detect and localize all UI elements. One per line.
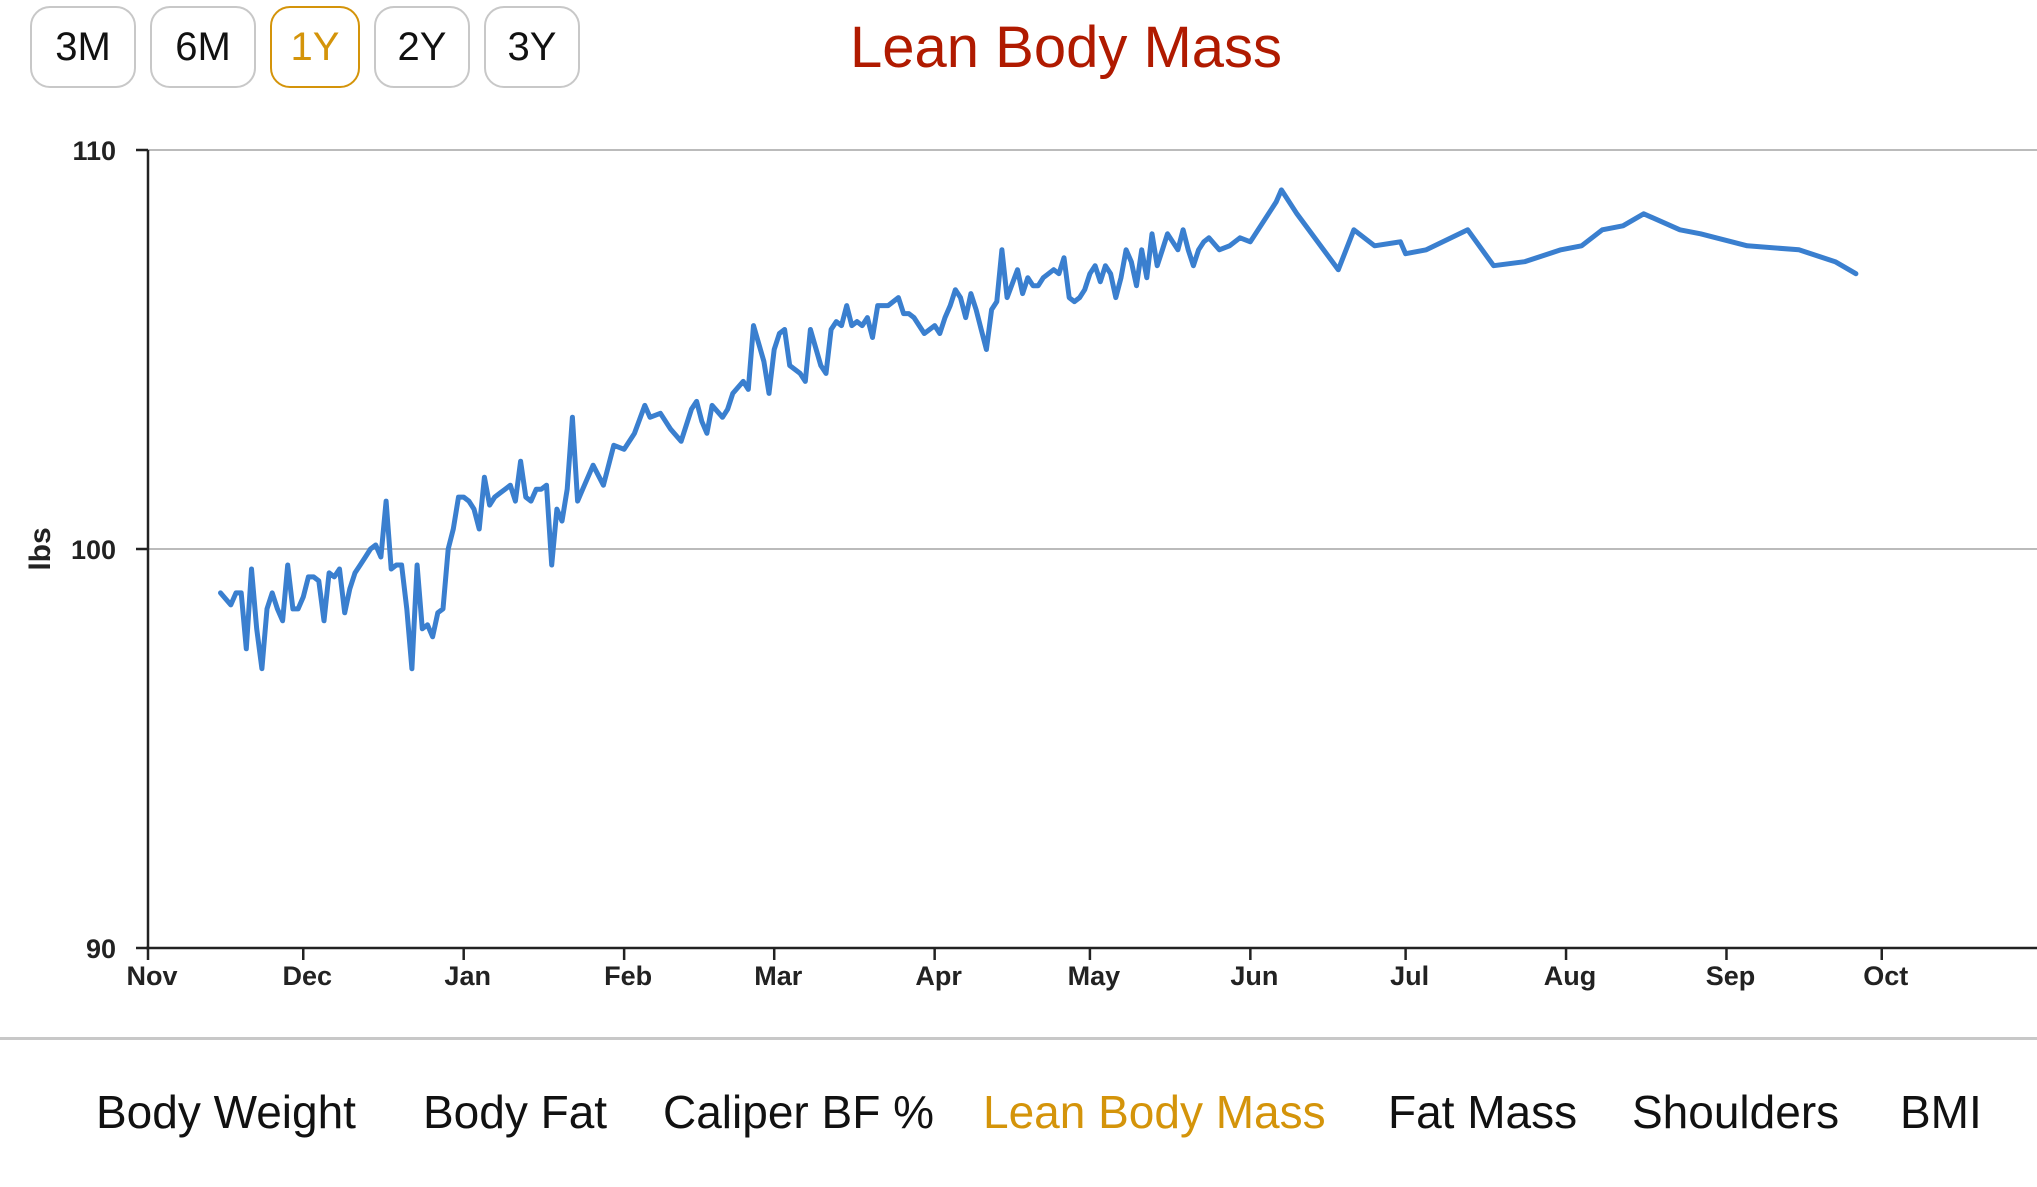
x-tick-label-mar: Mar (754, 961, 803, 991)
y-tick-label: 110 (72, 136, 116, 166)
y-tick-label: 100 (71, 535, 116, 565)
range-selector: 3M 6M 1Y 2Y 3Y (30, 6, 580, 88)
range-button-3y[interactable]: 3Y (484, 6, 580, 88)
y-axis-title: lbs (24, 527, 57, 570)
x-tick-label-aug: Aug (1544, 961, 1596, 991)
metric-tab-lean-body-mass[interactable]: Lean Body Mass (983, 1086, 1326, 1138)
x-tick-label-feb: Feb (604, 961, 652, 991)
x-tick-label-sep: Sep (1706, 961, 1756, 991)
x-tick-label-apr: Apr (915, 961, 962, 991)
divider (0, 1037, 2037, 1040)
range-button-1y[interactable]: 1Y (270, 6, 360, 88)
range-button-2y[interactable]: 2Y (374, 6, 470, 88)
y-tick-label: 90 (86, 934, 116, 964)
metric-tab-caliper-bf[interactable]: Caliper BF % (663, 1086, 934, 1138)
x-tick-label-jul: Jul (1390, 961, 1429, 991)
x-tick-label-jan: Jan (444, 961, 491, 991)
metric-tab-shoulders[interactable]: Shoulders (1632, 1086, 1840, 1138)
chart: 90 100 110 Nov Dec Jan Feb Mar Apr May Jun Jul Aug Se… (24, 136, 2037, 991)
metric-tab-fat-mass[interactable]: Fat Mass (1388, 1086, 1578, 1138)
series-line-0 (218, 187, 1859, 672)
chart-title: Lean Body Mass (850, 15, 1283, 80)
metric-tab-body-weight[interactable]: Body Weight (96, 1086, 356, 1138)
x-tick-label-oct: Oct (1863, 961, 1908, 991)
x-tick-label-dec: Dec (282, 961, 332, 991)
metric-tab-bmi[interactable]: BMI (1900, 1086, 1982, 1138)
metric-tabs: Body Weight Body Fat Caliper BF % Lean Body… (0, 1085, 2037, 1145)
metric-tab-body-fat[interactable]: Body Fat (423, 1086, 608, 1138)
x-tick-label-jun: Jun (1230, 961, 1278, 991)
range-button-3m[interactable]: 3M (30, 6, 136, 88)
x-tick-label-may: May (1068, 961, 1121, 991)
range-button-6m[interactable]: 6M (150, 6, 256, 88)
x-tick-label-nov: Nov (126, 961, 177, 991)
